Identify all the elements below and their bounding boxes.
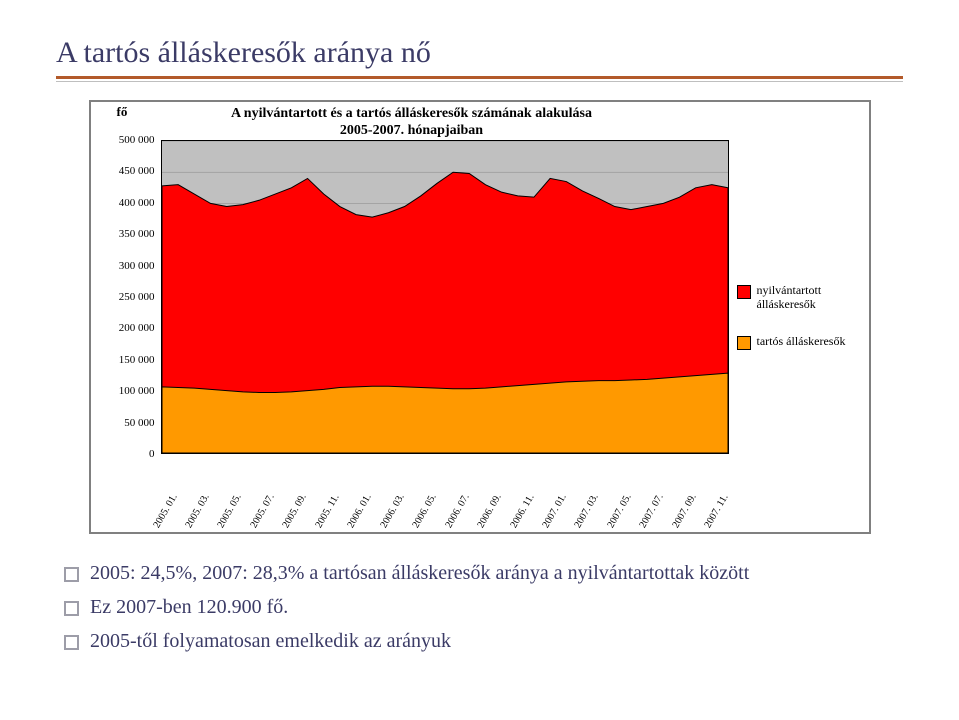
y-tick-label: 50 000 [91, 417, 155, 429]
x-tick-label: 2006. 01. [346, 492, 374, 530]
bullet-list: 2005: 24,5%, 2007: 28,3% a tartósan állá… [64, 560, 903, 654]
x-tick-label: 2005. 01. [151, 492, 179, 530]
plot-area [161, 140, 729, 454]
x-tick-label: 2005. 11. [313, 492, 341, 530]
x-tick-label: 2006. 03. [378, 492, 406, 530]
chart-container: fő A nyilvántartott és a tartós állásker… [89, 100, 871, 534]
chart-title: A nyilvántartott és a tartós álláskereső… [95, 106, 729, 140]
bullet-item: Ez 2007-ben 120.900 fő. [64, 594, 903, 620]
x-axis-ticks: 2005. 01.2005. 03.2005. 05.2005. 07.2005… [161, 456, 729, 532]
x-tick-label: 2006. 05. [411, 492, 439, 530]
bullet-item: 2005: 24,5%, 2007: 28,3% a tartósan állá… [64, 560, 903, 586]
x-tick-label: 2006. 11. [508, 492, 536, 530]
legend-item: nyilvántartott álláskeresők [737, 284, 865, 312]
legend-label: tartós álláskeresők [757, 335, 846, 349]
chart-title-line1: A nyilvántartott és a tartós álláskereső… [231, 106, 592, 121]
x-tick-label: 2007. 09. [670, 492, 698, 530]
slide: A tartós álláskeresők aránya nő fő A nyi… [0, 0, 959, 720]
title-accent-rule [56, 76, 903, 79]
y-tick-label: 300 000 [91, 260, 155, 272]
y-unit-label: fő [117, 104, 128, 120]
x-tick-label: 2007. 07. [638, 492, 666, 530]
x-tick-label: 2007. 05. [605, 492, 633, 530]
page-title: A tartós álláskeresők aránya nő [56, 36, 903, 70]
legend-swatch [737, 285, 751, 299]
y-tick-label: 200 000 [91, 322, 155, 334]
y-tick-label: 150 000 [91, 354, 155, 366]
legend-label: nyilvántartott álláskeresők [757, 284, 865, 312]
legend-swatch [737, 336, 751, 350]
x-tick-label: 2005. 09. [281, 492, 309, 530]
x-tick-label: 2007. 01. [540, 492, 568, 530]
x-tick-label: 2007. 03. [573, 492, 601, 530]
x-tick-label: 2007. 11. [703, 492, 731, 530]
y-tick-label: 500 000 [91, 134, 155, 146]
chart-title-line2: 2005-2007. hónapjaiban [340, 123, 483, 138]
x-tick-label: 2005. 03. [183, 492, 211, 530]
y-tick-label: 350 000 [91, 228, 155, 240]
legend: nyilvántartott álláskeresők tartós állásk… [733, 102, 869, 532]
x-tick-label: 2005. 07. [248, 492, 276, 530]
x-tick-label: 2005. 05. [216, 492, 244, 530]
chart-main: fő A nyilvántartott és a tartós állásker… [91, 102, 733, 532]
y-tick-label: 450 000 [91, 165, 155, 177]
x-tick-label: 2006. 09. [476, 492, 504, 530]
y-tick-label: 400 000 [91, 197, 155, 209]
y-tick-label: 100 000 [91, 385, 155, 397]
x-tick-label: 2006. 07. [443, 492, 471, 530]
title-underline [56, 81, 903, 82]
area-chart-svg [162, 141, 728, 453]
y-tick-label: 250 000 [91, 291, 155, 303]
legend-item: tartós álláskeresők [737, 335, 865, 350]
y-tick-label: 0 [91, 448, 155, 460]
bullet-item: 2005-től folyamatosan emelkedik az arány… [64, 628, 903, 654]
